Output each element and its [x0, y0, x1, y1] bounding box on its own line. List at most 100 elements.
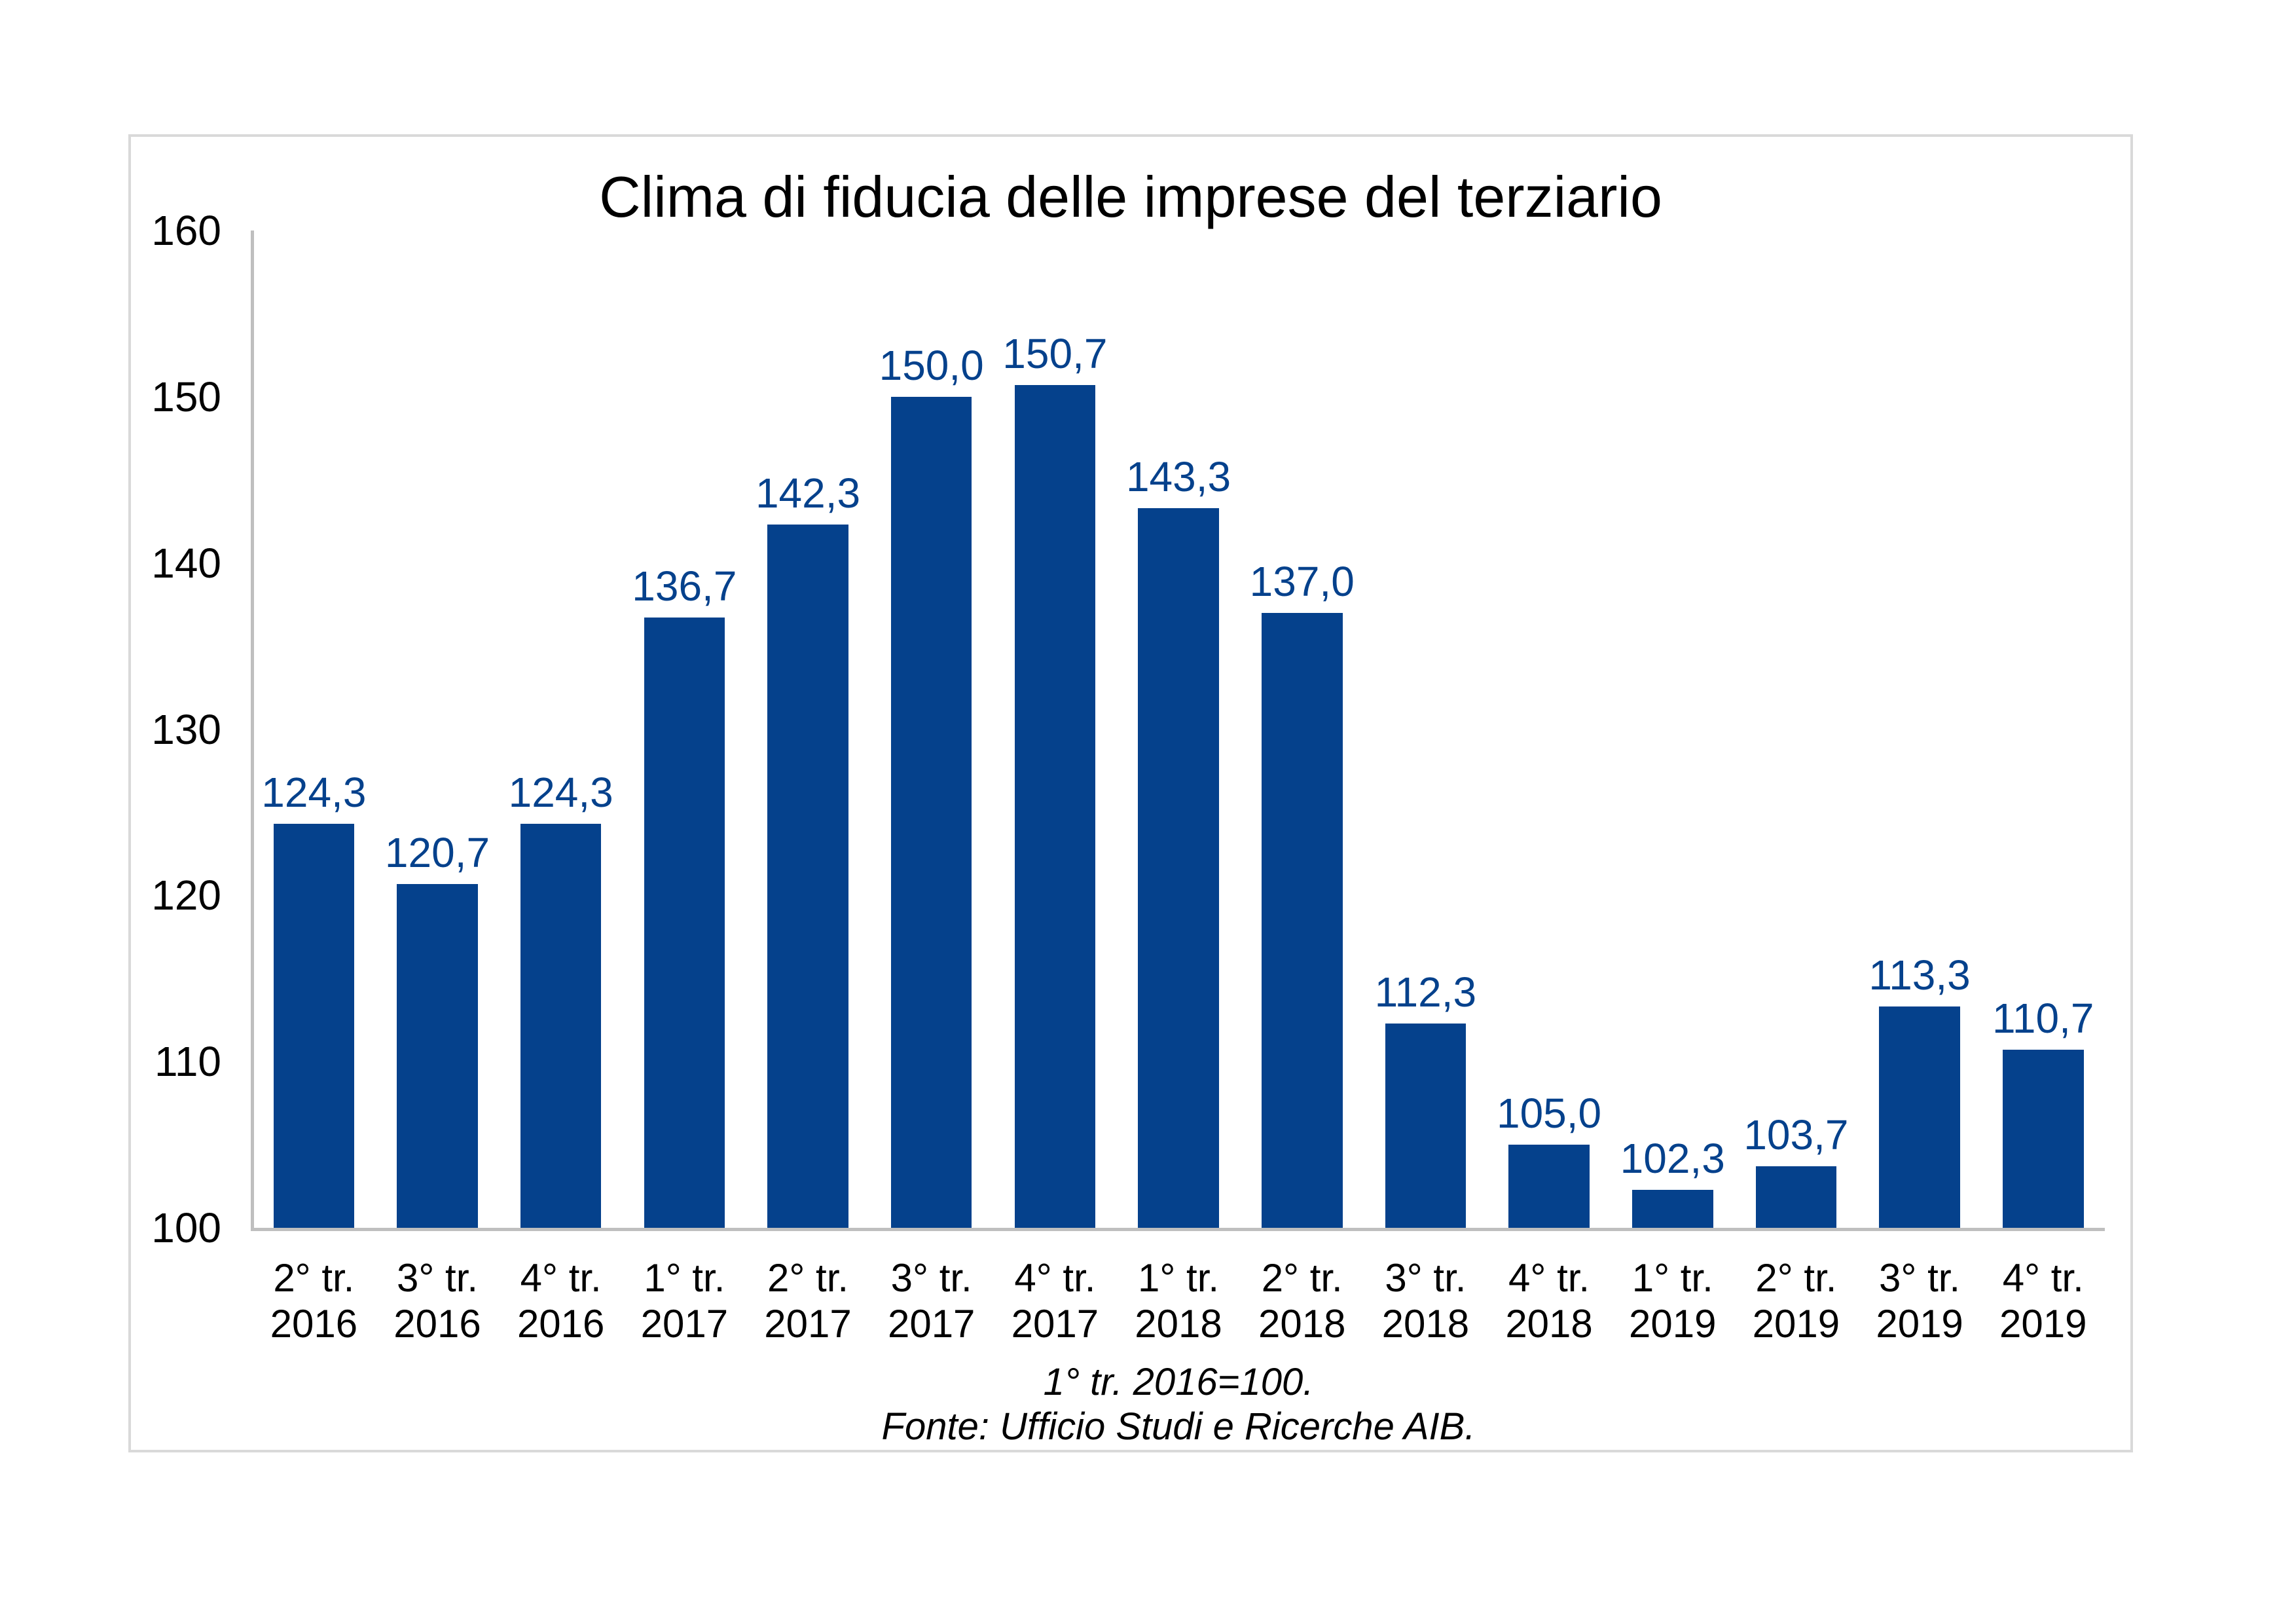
y-axis-tick-label: 150 — [151, 373, 221, 420]
bar-slot: 102,3 — [1611, 1137, 1734, 1228]
y-axis-tick-label: 160 — [151, 207, 221, 254]
y-axis-tick-label: 140 — [151, 539, 221, 587]
x-axis-category-year: 2018 — [1135, 1302, 1222, 1346]
x-axis-category-label: 4° tr. 2018 — [1487, 1255, 1611, 1347]
bar-value-label: 150,0 — [879, 341, 984, 389]
x-axis-category-label: 1° tr. 2019 — [1611, 1255, 1734, 1347]
x-axis-category-year: 2016 — [517, 1302, 605, 1346]
x-axis-category-year: 2016 — [270, 1302, 358, 1346]
bar-slot: 150,7 — [993, 333, 1117, 1228]
x-axis-category-year: 2016 — [393, 1302, 481, 1346]
chart-frame: Clima di fiducia delle imprese del terzi… — [128, 134, 2133, 1452]
x-axis-category-label: 2° tr. 2016 — [252, 1255, 376, 1347]
x-axis-category-quarter: 1° tr. — [644, 1256, 725, 1300]
x-axis-category-year: 2019 — [1876, 1302, 1963, 1346]
x-axis-labels: 2° tr. 2016 3° tr. 2016 4° tr. 2016 1° tr. 2017… — [252, 1255, 2105, 1347]
x-axis-category-year: 2018 — [1258, 1302, 1346, 1346]
bar-value-label: 105,0 — [1496, 1090, 1602, 1137]
bar — [2002, 1050, 2084, 1228]
x-axis-category-label: 3° tr. 2019 — [1858, 1255, 1982, 1347]
y-axis-tick-label: 120 — [151, 872, 221, 919]
bar — [1508, 1145, 1590, 1228]
footnote-index-base: 1° tr. 2016=100. — [1043, 1361, 1314, 1403]
bar-slot: 110,7 — [1981, 997, 2105, 1228]
bar-value-label: 103,7 — [1743, 1111, 1849, 1159]
bar-slot: 120,7 — [376, 832, 500, 1228]
x-axis-category-quarter: 3° tr. — [1385, 1256, 1467, 1300]
y-axis-tick-label: 130 — [151, 705, 221, 753]
bar-value-label: 150,7 — [1002, 330, 1108, 378]
x-axis-category-label: 4° tr. 2019 — [1981, 1255, 2105, 1347]
x-axis-category-year: 2017 — [1011, 1302, 1099, 1346]
bar-slot: 113,3 — [1858, 954, 1982, 1228]
x-axis-category-year: 2017 — [764, 1302, 852, 1346]
x-axis-category-year: 2017 — [887, 1302, 975, 1346]
x-axis-category-label: 1° tr. 2017 — [623, 1255, 746, 1347]
x-axis-category-quarter: 2° tr. — [273, 1256, 355, 1300]
bar — [1631, 1189, 1713, 1228]
footnote-source: Fonte: Ufficio Studi e Ricerche AIB. — [881, 1405, 1476, 1448]
bar-value-label: 124,3 — [508, 769, 613, 817]
bar-value-label: 137,0 — [1249, 557, 1355, 605]
bar — [520, 824, 602, 1228]
x-axis-category-label: 2° tr. 2019 — [1734, 1255, 1858, 1347]
x-axis-category-quarter: 4° tr. — [1014, 1256, 1096, 1300]
chart-footnote: 1° tr. 2016=100. Fonte: Ufficio Studi e … — [252, 1360, 2105, 1449]
y-axis-tick-label: 110 — [154, 1038, 221, 1086]
bar-value-label: 112,3 — [1374, 968, 1477, 1016]
bar — [1261, 612, 1343, 1228]
bar-value-label: 143,3 — [1125, 452, 1231, 500]
x-axis-category-label: 3° tr. 2016 — [376, 1255, 500, 1347]
bar-value-label: 142,3 — [755, 470, 861, 517]
bar-slot: 124,3 — [499, 771, 623, 1228]
x-axis-category-label: 1° tr. 2018 — [1117, 1255, 1241, 1347]
bar-slot: 136,7 — [623, 565, 746, 1228]
x-axis-category-quarter: 2° tr. — [1261, 1256, 1343, 1300]
x-axis-category-quarter: 3° tr. — [890, 1256, 972, 1300]
chart-title: Clima di fiducia delle imprese del terzi… — [599, 164, 1662, 229]
x-axis-category-quarter: 1° tr. — [1631, 1256, 1713, 1300]
bar-slot: 142,3 — [746, 472, 870, 1228]
x-axis-category-quarter: 2° tr. — [767, 1256, 849, 1300]
bar-value-label: 136,7 — [632, 563, 737, 610]
x-axis-category-quarter: 4° tr. — [2002, 1256, 2084, 1300]
x-axis-category-year: 2017 — [640, 1302, 729, 1346]
bar — [1755, 1166, 1837, 1228]
x-axis-category-year: 2019 — [1752, 1302, 1840, 1346]
x-axis-category-year: 2018 — [1505, 1302, 1593, 1346]
bar — [767, 525, 848, 1228]
bars-row: 124,3 120,7 124,3 136,7 142,3 150,0 150,7 143,3… — [252, 231, 2105, 1228]
y-axis-tick-label: 100 — [151, 1204, 221, 1251]
x-axis-category-label: 4° tr. 2016 — [499, 1255, 623, 1347]
bar — [890, 396, 972, 1228]
x-axis-category-quarter: 1° tr. — [1138, 1256, 1220, 1300]
x-axis-category-year: 2018 — [1381, 1302, 1470, 1346]
bar-slot: 137,0 — [1240, 561, 1364, 1228]
bar — [1138, 507, 1219, 1228]
bar-slot: 124,3 — [252, 771, 376, 1228]
x-axis-category-quarter: 2° tr. — [1755, 1256, 1837, 1300]
x-axis-category-year: 2019 — [1628, 1302, 1717, 1346]
x-axis-category-quarter: 4° tr. — [520, 1256, 602, 1300]
x-axis-category-quarter: 3° tr. — [396, 1256, 479, 1300]
bar-value-label: 124,3 — [261, 769, 367, 817]
x-axis-category-label: 2° tr. 2017 — [746, 1255, 870, 1347]
bar-slot: 143,3 — [1117, 456, 1241, 1228]
x-axis-category-quarter: 3° tr. — [1879, 1256, 1961, 1300]
x-axis-category-label: 4° tr. 2017 — [993, 1255, 1117, 1347]
bar — [644, 618, 725, 1228]
bar-slot: 105,0 — [1487, 1092, 1611, 1228]
bar-value-label: 102,3 — [1620, 1134, 1725, 1182]
x-axis-category-label: 3° tr. 2017 — [869, 1255, 993, 1347]
bar — [1014, 385, 1096, 1228]
x-axis-category-label: 3° tr. 2018 — [1364, 1255, 1487, 1347]
bar-value-label: 110,7 — [1992, 995, 2094, 1043]
x-axis-baseline — [251, 1228, 2105, 1231]
bar — [397, 883, 478, 1228]
bar — [273, 824, 355, 1228]
bar-slot: 150,0 — [869, 344, 993, 1228]
y-axis-line — [251, 231, 254, 1228]
x-axis-category-year: 2019 — [1999, 1302, 2087, 1346]
bar-value-label: 113,3 — [1868, 951, 1971, 999]
